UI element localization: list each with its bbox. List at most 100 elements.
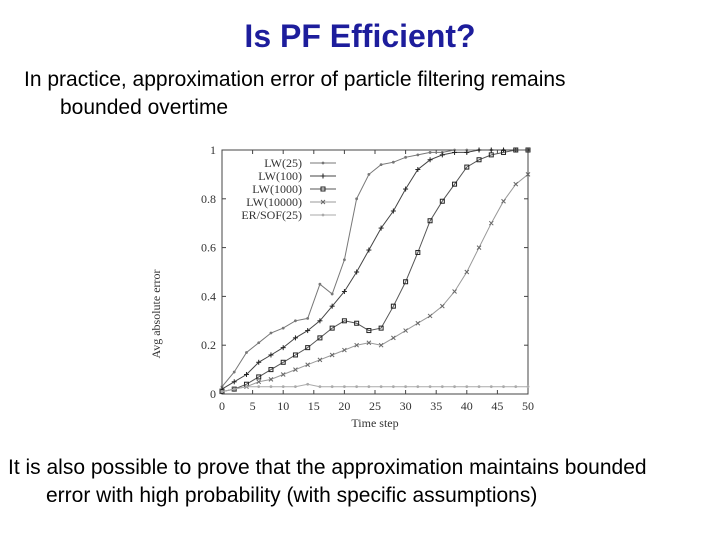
data-point [232,387,236,391]
x-tick-label: 15 [308,399,320,413]
data-point [514,385,518,389]
data-point [379,163,383,167]
x-tick-label: 30 [400,399,412,413]
data-point [367,385,371,389]
data-point [404,385,407,389]
data-point [378,325,384,331]
data-point [330,292,334,296]
paragraph-practice-line2: bounded overtime [60,96,229,119]
data-point [318,385,322,389]
y-tick-label: 0 [210,387,216,401]
data-point [305,345,311,351]
paragraph-proof: It is also possible to prove that the ap… [8,454,720,510]
data-point [294,319,297,323]
data-point [232,370,236,374]
legend-label: LW(10000) [246,195,302,209]
x-tick-label: 40 [461,399,473,413]
data-point [476,157,482,163]
data-point [501,149,507,155]
legend-label: LW(100) [258,169,302,183]
x-tick-label: 50 [522,399,534,413]
data-point [321,161,325,165]
series-line [221,174,529,393]
legend: LW(25)LW(100)LW(1000)LW(10000)ER/SOF(25) [241,156,336,222]
data-point [489,385,493,389]
data-point [245,385,248,389]
data-point [281,385,285,389]
data-point [269,385,273,389]
legend-label: ER/SOF(25) [241,208,302,222]
data-point [330,385,334,389]
data-point [220,390,224,393]
y-tick-label: 0.4 [201,289,216,303]
data-point [256,374,262,380]
x-tick-label: 0 [219,399,225,413]
paragraph-proof-line2: error with high probability (with specif… [46,484,538,507]
series-line [221,383,528,393]
data-point [379,385,383,389]
data-point [513,147,519,153]
y-tick-label: 0.2 [201,338,216,352]
data-point [306,382,310,386]
data-point [306,316,310,320]
data-point [341,318,347,324]
data-point [391,385,395,389]
series-lines [219,147,531,395]
data-point [453,385,456,389]
data-point [367,173,371,176]
data-point [428,385,432,389]
data-point [343,258,346,262]
y-tick-label: 1 [210,143,216,157]
data-point [294,385,297,389]
data-point [502,385,505,389]
x-tick-label: 10 [277,399,289,413]
data-point [427,218,433,224]
data-point [321,213,325,217]
legend-label: LW(25) [264,156,302,170]
data-point [280,359,286,365]
data-point [416,385,420,389]
data-point [292,352,298,358]
data-point [329,325,335,331]
data-point [465,385,469,389]
series-5 [220,382,530,393]
paragraph-practice-line1: In practice, approximation error of part… [24,68,566,91]
data-point [355,197,359,201]
legend-label: LW(1000) [252,182,302,196]
data-point [416,153,420,157]
data-point [320,186,326,192]
data-point [354,320,360,326]
data-point [477,385,481,389]
axis-ticks: 0 5 10 15 20 25 30 35 40 45 50 0 0.2 0.4 0.6 0.8 1 [201,143,534,413]
y-tick-label: 0.6 [201,241,216,255]
error-chart: 0 5 10 15 20 25 30 35 40 45 50 0 0.2 0.4 0.6 0.8 1 LW(25… [149,143,534,430]
data-point [268,367,274,373]
y-tick-label: 0.8 [201,192,216,206]
paragraph-proof-line1: It is also possible to prove that the ap… [8,456,647,479]
x-tick-label: 5 [250,399,256,413]
x-tick-label: 45 [491,399,503,413]
series-2 [219,147,531,392]
data-point [390,303,396,309]
data-point [269,331,273,335]
x-tick-label: 20 [338,399,350,413]
data-point [391,160,395,164]
data-point [257,341,261,345]
data-point [439,198,445,204]
series-3 [219,147,531,395]
y-axis-label: Avg absolute error [149,269,163,358]
data-point [317,335,323,341]
data-point [403,279,409,285]
data-point [464,164,470,170]
data-point [318,282,322,286]
paragraph-practice: In practice, approximation error of part… [24,66,566,122]
data-point [526,385,530,389]
data-point [404,155,407,159]
x-axis-label: Time step [351,416,398,430]
data-point [281,326,285,330]
data-point [488,152,494,158]
data-point [452,181,458,187]
data-point [343,385,346,389]
data-point [428,151,432,154]
x-tick-label: 25 [369,399,381,413]
